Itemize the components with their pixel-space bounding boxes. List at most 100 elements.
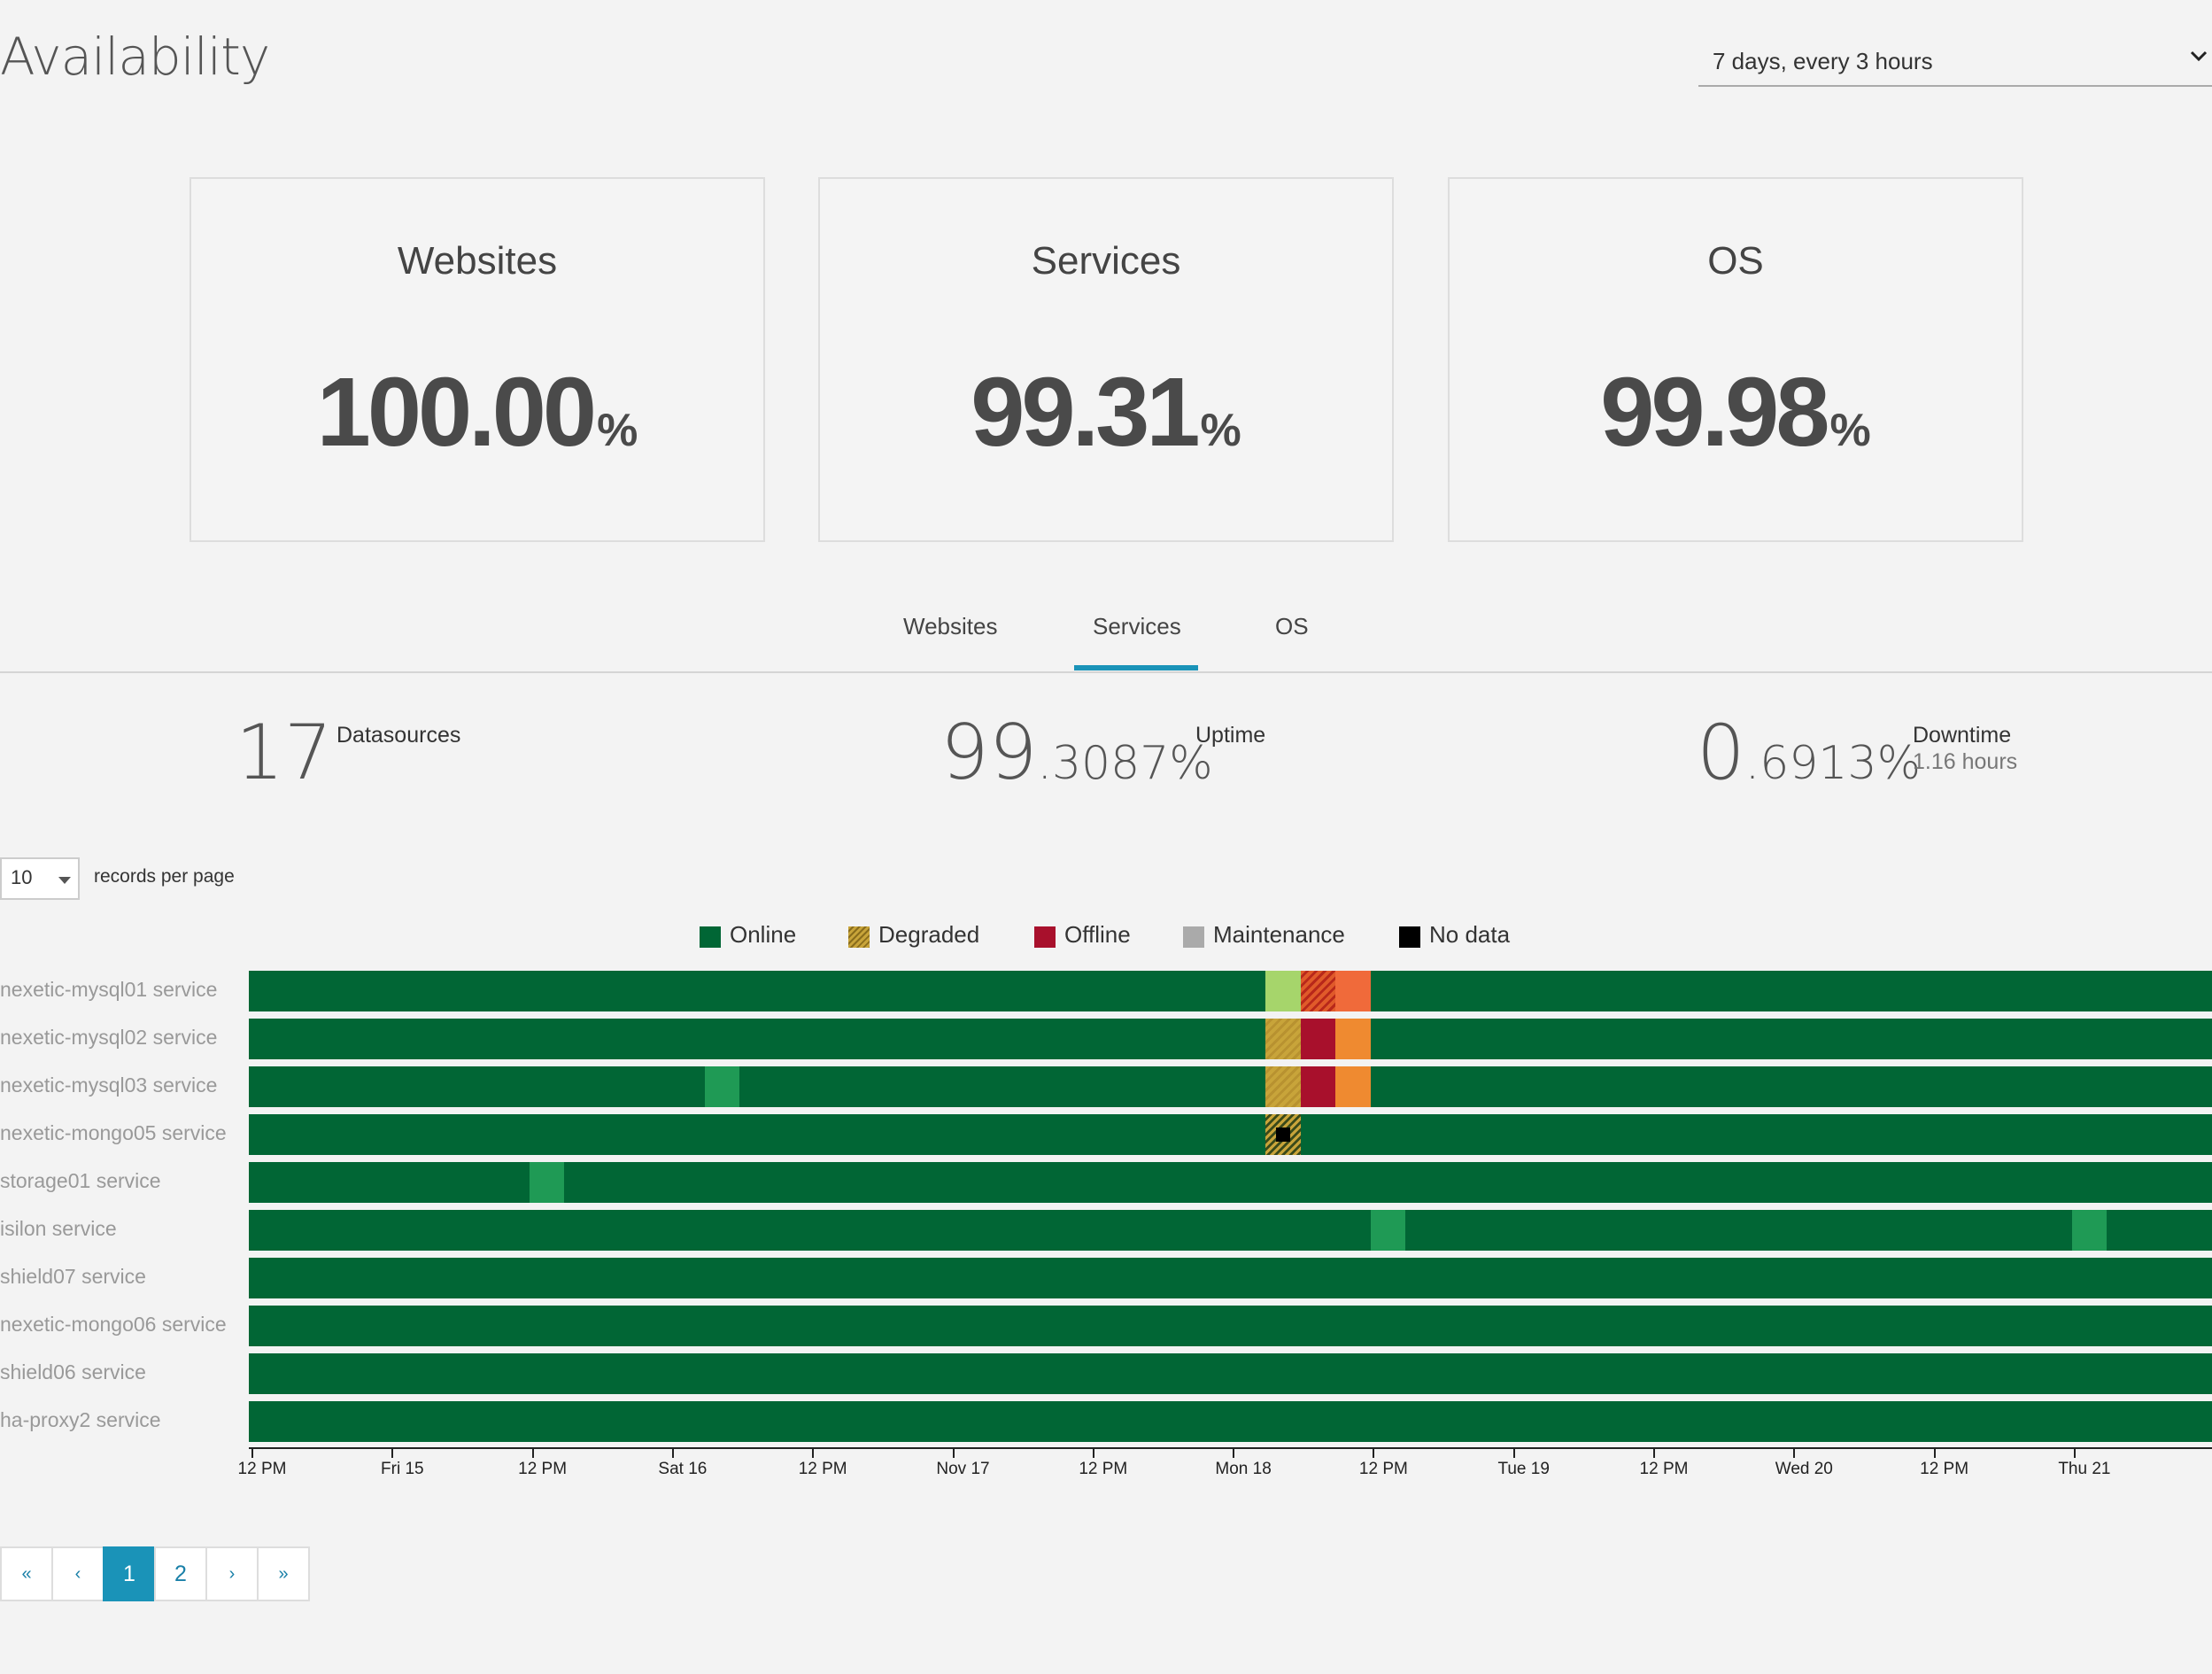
uptime-value: 99.3087%: [940, 709, 1213, 797]
records-per-page-value: 10: [11, 866, 33, 888]
availability-row-bar[interactable]: [249, 1258, 2212, 1298]
status-cell[interactable]: [1300, 1019, 1336, 1059]
card-title: Websites: [397, 239, 558, 283]
x-tick-label: Mon 18: [1215, 1460, 1272, 1478]
x-axis: [249, 1447, 2212, 1449]
row-label: isilon service: [0, 1217, 117, 1240]
x-tick-label: Tue 19: [1497, 1460, 1550, 1478]
tab-websites[interactable]: Websites: [903, 613, 998, 639]
tab-active-underline: [1074, 665, 1198, 670]
records-per-page-label: records per page: [94, 866, 235, 887]
no-data-marker: [1275, 1128, 1290, 1142]
status-cell[interactable]: [1300, 971, 1336, 1011]
summary-card-os: OS 99.98%: [1448, 177, 2023, 542]
nodata-swatch-icon: [1399, 926, 1420, 948]
uptime-label: Uptime: [1195, 723, 1266, 748]
availability-row-bar[interactable]: [249, 1066, 2212, 1107]
x-tick-label: 12 PM: [237, 1460, 287, 1478]
prev-page-button[interactable]: ‹: [51, 1546, 104, 1601]
row-label: nexetic-mysql03 service: [0, 1073, 218, 1097]
x-tick: [391, 1449, 394, 1458]
card-title: Services: [1031, 239, 1181, 283]
x-tick-label: Nov 17: [936, 1460, 990, 1478]
x-tick-label: 12 PM: [798, 1460, 847, 1478]
x-tick: [671, 1449, 674, 1458]
downtime-hours: 1.16 hours: [1913, 749, 2018, 774]
downtime-value: 0.6913%: [1697, 709, 1921, 797]
x-tick: [1373, 1449, 1375, 1458]
status-cell[interactable]: [1335, 1019, 1371, 1059]
chevron-down-icon: [2189, 44, 2208, 72]
row-label: shield07 service: [0, 1265, 146, 1288]
x-tick: [2073, 1449, 2076, 1458]
tab-os[interactable]: OS: [1275, 613, 1309, 639]
datasources-count: 17: [236, 709, 333, 797]
tab-services[interactable]: Services: [1093, 613, 1181, 639]
x-tick: [1092, 1449, 1094, 1458]
card-value: 99.31%: [971, 358, 1241, 467]
x-tick: [251, 1449, 253, 1458]
row-label: storage01 service: [0, 1169, 161, 1192]
availability-row-bar[interactable]: [249, 1306, 2212, 1346]
availability-row-bar[interactable]: [249, 1401, 2212, 1442]
maintenance-swatch-icon: [1183, 926, 1204, 948]
next-page-button[interactable]: ›: [205, 1546, 259, 1601]
status-cell[interactable]: [1265, 971, 1301, 1011]
x-tick: [812, 1449, 815, 1458]
status-cell[interactable]: [1335, 1066, 1371, 1107]
x-tick: [952, 1449, 955, 1458]
x-tick: [1653, 1449, 1655, 1458]
row-label: shield06 service: [0, 1360, 146, 1383]
availability-row-bar[interactable]: [249, 1353, 2212, 1394]
online-swatch-icon: [700, 926, 721, 948]
x-tick-label: 12 PM: [518, 1460, 568, 1478]
x-tick: [1233, 1449, 1235, 1458]
x-tick: [1512, 1449, 1515, 1458]
status-cell[interactable]: [529, 1162, 565, 1203]
downtime-label: Downtime: [1913, 723, 2012, 748]
tabs-divider: [0, 671, 2212, 673]
last-page-button[interactable]: »: [257, 1546, 310, 1601]
status-cell[interactable]: [1265, 1019, 1301, 1059]
status-cell[interactable]: [1335, 971, 1371, 1011]
status-cell[interactable]: [704, 1066, 740, 1107]
x-tick: [531, 1449, 534, 1458]
time-range-select[interactable]: 7 days, every 3 hours: [1698, 34, 2212, 87]
x-tick-label: Thu 21: [2058, 1460, 2111, 1478]
availability-row-bar[interactable]: [249, 1019, 2212, 1059]
row-label: ha-proxy2 service: [0, 1408, 161, 1431]
availability-row-bar[interactable]: [249, 971, 2212, 1011]
card-value: 100.00%: [316, 358, 638, 467]
card-title: OS: [1707, 239, 1764, 283]
availability-row-bar[interactable]: [249, 1210, 2212, 1251]
status-cell[interactable]: [1300, 1066, 1336, 1107]
status-cell[interactable]: [2071, 1210, 2108, 1251]
row-label: nexetic-mysql02 service: [0, 1026, 218, 1049]
degraded-swatch-icon: [848, 926, 870, 948]
first-page-button[interactable]: «: [0, 1546, 53, 1601]
card-value: 99.98%: [1600, 358, 1871, 467]
status-cell[interactable]: [1265, 1114, 1301, 1155]
page-title: Availability: [0, 27, 270, 87]
x-tick: [1793, 1449, 1796, 1458]
x-tick-label: Fri 15: [381, 1460, 424, 1478]
x-tick-label: 12 PM: [1079, 1460, 1128, 1478]
time-range-value: 7 days, every 3 hours: [1713, 48, 1933, 74]
availability-row-bar[interactable]: [249, 1114, 2212, 1155]
records-per-page-select[interactable]: 10: [0, 857, 80, 900]
x-tick: [1933, 1449, 1936, 1458]
offline-swatch-icon: [1034, 926, 1056, 948]
row-label: nexetic-mongo06 service: [0, 1313, 227, 1336]
availability-row-bar[interactable]: [249, 1162, 2212, 1203]
summary-card-services: Services 99.31%: [818, 177, 1394, 542]
x-tick-label: Wed 20: [1775, 1460, 1833, 1478]
page-2-button[interactable]: 2: [154, 1546, 207, 1601]
page-1-button[interactable]: 1: [103, 1546, 156, 1601]
x-tick-label: Sat 16: [658, 1460, 708, 1478]
status-cell[interactable]: [1265, 1066, 1301, 1107]
caret-down-icon: [58, 877, 71, 884]
row-label: nexetic-mongo05 service: [0, 1121, 227, 1144]
datasources-label: Datasources: [336, 723, 461, 748]
status-cell[interactable]: [1370, 1210, 1406, 1251]
row-label: nexetic-mysql01 service: [0, 978, 218, 1001]
